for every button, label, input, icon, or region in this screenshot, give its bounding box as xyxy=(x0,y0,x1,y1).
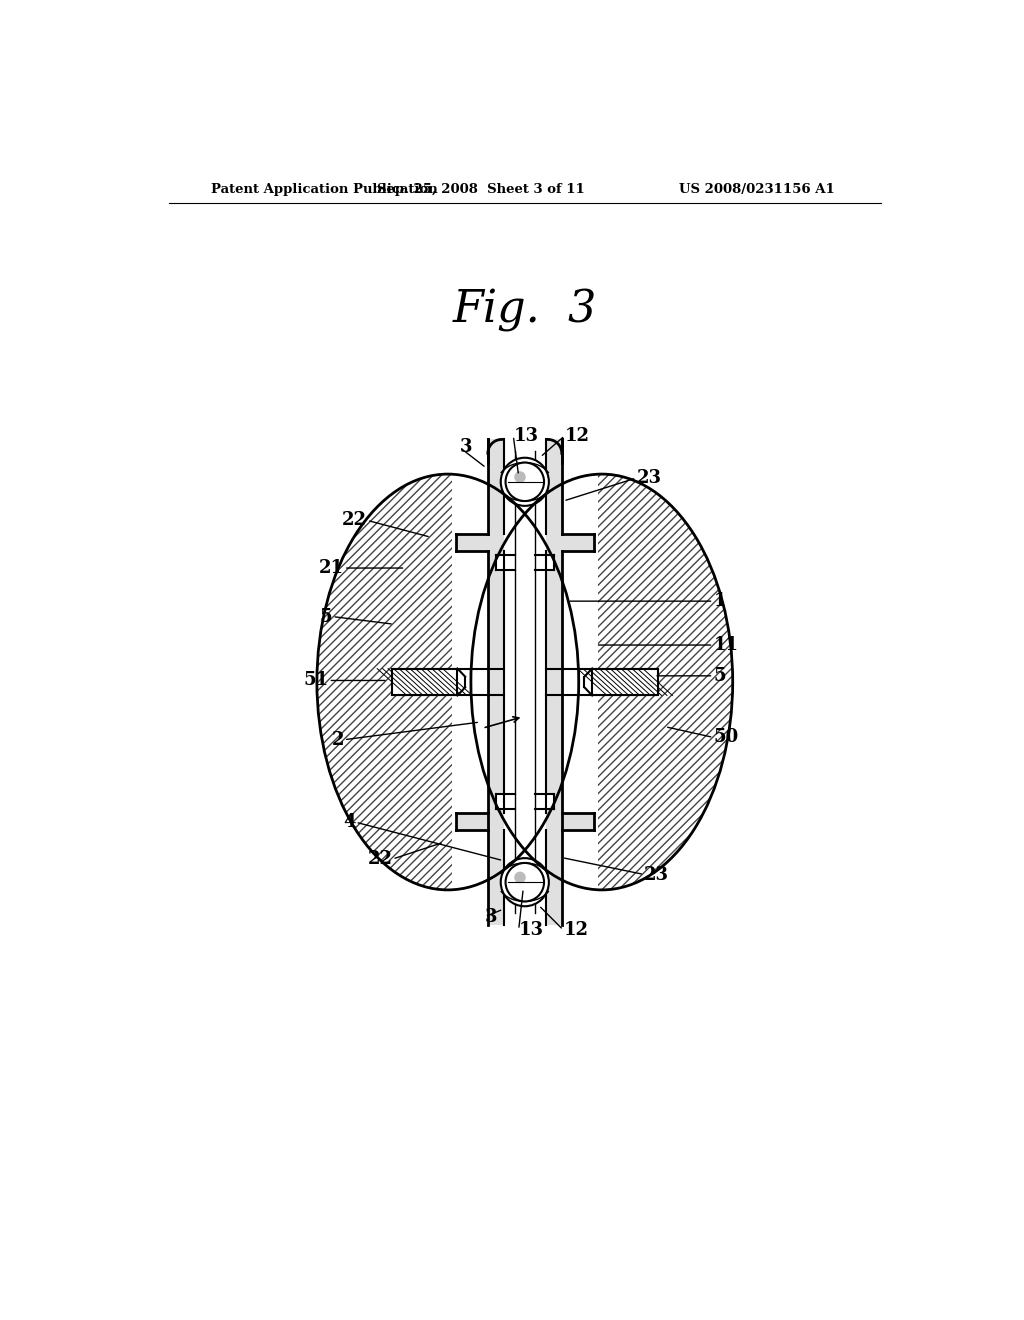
Text: 5: 5 xyxy=(714,667,726,685)
Text: 1: 1 xyxy=(714,593,726,610)
Text: Fig.  3: Fig. 3 xyxy=(453,289,597,333)
Text: 22: 22 xyxy=(342,511,367,529)
Bar xyxy=(496,793,515,809)
Bar xyxy=(504,459,515,906)
Bar xyxy=(496,554,515,570)
Ellipse shape xyxy=(316,474,579,890)
Text: 3: 3 xyxy=(460,438,472,457)
Bar xyxy=(562,535,594,552)
Bar xyxy=(452,432,598,932)
Text: 22: 22 xyxy=(368,850,392,869)
Text: Sep. 25, 2008  Sheet 3 of 11: Sep. 25, 2008 Sheet 3 of 11 xyxy=(377,183,585,197)
Circle shape xyxy=(514,871,525,883)
Bar xyxy=(592,668,657,696)
Circle shape xyxy=(506,863,544,902)
Text: 3: 3 xyxy=(484,908,498,925)
Text: 12: 12 xyxy=(563,921,589,939)
Bar xyxy=(392,668,458,696)
Text: 51: 51 xyxy=(303,672,329,689)
Text: 13: 13 xyxy=(518,921,544,939)
Text: 13: 13 xyxy=(513,426,539,445)
Text: 2: 2 xyxy=(332,731,344,748)
Text: US 2008/0231156 A1: US 2008/0231156 A1 xyxy=(679,183,836,197)
Circle shape xyxy=(506,462,544,502)
Text: 21: 21 xyxy=(318,560,344,577)
Bar xyxy=(456,813,487,830)
Text: 11: 11 xyxy=(714,636,738,653)
Bar xyxy=(487,440,504,924)
Text: 5: 5 xyxy=(319,607,333,626)
Text: Patent Application Publication: Patent Application Publication xyxy=(211,183,438,197)
Text: 23: 23 xyxy=(644,866,669,883)
Circle shape xyxy=(501,458,549,506)
Ellipse shape xyxy=(471,474,733,890)
Bar xyxy=(535,554,554,570)
Text: 23: 23 xyxy=(637,469,662,487)
Circle shape xyxy=(514,471,525,483)
Text: 4: 4 xyxy=(343,813,355,832)
Bar xyxy=(535,793,554,809)
Bar xyxy=(562,813,594,830)
Bar xyxy=(535,459,546,906)
Text: 50: 50 xyxy=(714,729,738,746)
Circle shape xyxy=(501,858,549,907)
Bar xyxy=(456,535,487,552)
Bar xyxy=(546,440,562,924)
Text: 12: 12 xyxy=(565,426,590,445)
